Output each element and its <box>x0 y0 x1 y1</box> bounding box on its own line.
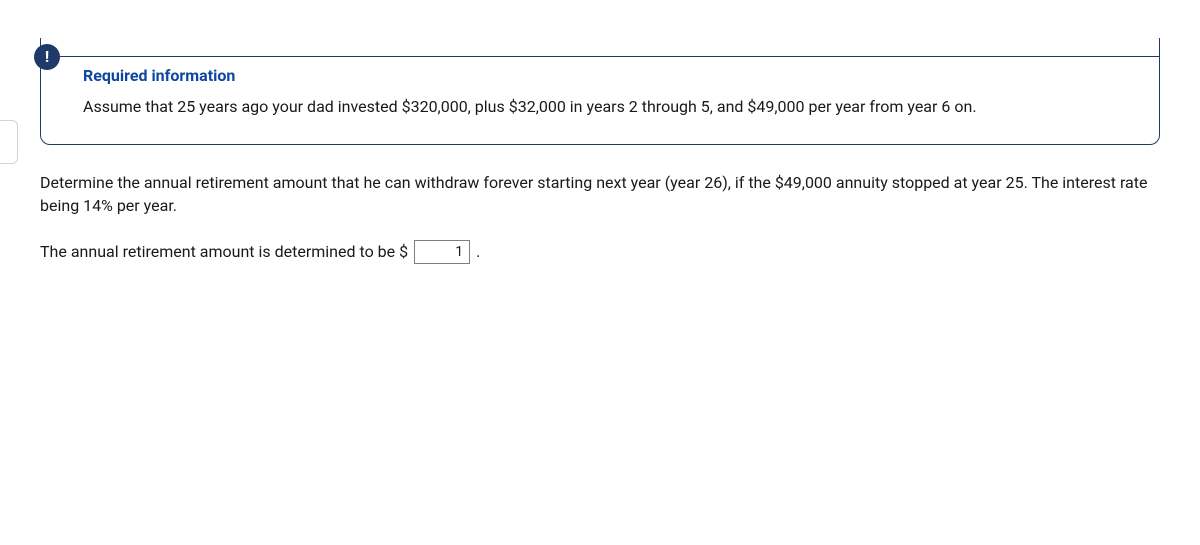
alert-icon: ! <box>34 44 60 70</box>
answer-prefix: The annual retirement amount is determin… <box>40 242 408 261</box>
answer-line: The annual retirement amount is determin… <box>40 240 1160 264</box>
info-top-rule <box>60 56 1160 57</box>
required-info-box: Required information Assume that 25 year… <box>40 38 1160 145</box>
required-info-body: Assume that 25 years ago your dad invest… <box>83 95 1103 118</box>
required-info-section: ! Required information Assume that 25 ye… <box>40 38 1160 145</box>
answer-suffix: . <box>476 242 480 261</box>
question-text: Determine the annual retirement amount t… <box>40 171 1160 217</box>
left-collapsed-tab[interactable] <box>0 120 18 164</box>
answer-input[interactable] <box>414 240 470 264</box>
required-info-title: Required information <box>83 66 1133 85</box>
